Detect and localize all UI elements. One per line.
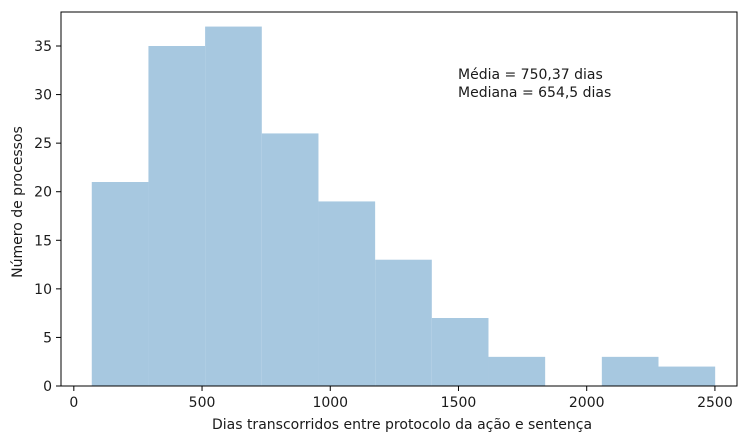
median-annotation: Mediana = 654,5 dias	[458, 85, 611, 101]
y-axis-ticks: 0 5 10 15 20 25 30 35	[34, 39, 61, 395]
histogram-bar	[431, 318, 489, 386]
histogram-bar	[205, 26, 262, 386]
histogram-bar	[375, 259, 432, 386]
x-tick-label: 2000	[569, 395, 605, 411]
x-tick-label: 500	[189, 395, 216, 411]
y-tick-label: 35	[34, 39, 52, 55]
x-axis-ticks: 0 500 1000 1500 2000 2500	[69, 386, 733, 411]
y-tick-label: 10	[34, 282, 52, 298]
y-tick-label: 15	[34, 233, 52, 249]
x-axis-label: Dias transcorridos entre protocolo da aç…	[212, 417, 592, 433]
y-tick-label: 20	[34, 185, 52, 201]
histogram-bar	[261, 133, 319, 386]
histogram-bar	[91, 182, 149, 386]
x-tick-label: 2500	[697, 395, 733, 411]
plot-frame	[60, 11, 738, 387]
y-tick-label: 30	[34, 88, 52, 104]
x-tick-label: 1500	[441, 395, 477, 411]
y-tick-label: 25	[34, 136, 52, 152]
histogram-bar	[601, 356, 659, 386]
y-axis-label: Número de processos	[10, 126, 26, 278]
y-tick-label: 0	[43, 379, 52, 395]
histogram-bar	[488, 356, 546, 386]
histogram-bar	[318, 201, 376, 386]
mean-annotation: Média = 750,37 dias	[458, 67, 603, 83]
y-tick-label: 5	[43, 330, 52, 346]
histogram-bar	[148, 46, 206, 386]
x-tick-label: 1000	[312, 395, 348, 411]
bars-group	[91, 26, 716, 386]
histogram-bar	[658, 366, 716, 386]
x-tick-label: 0	[69, 395, 78, 411]
